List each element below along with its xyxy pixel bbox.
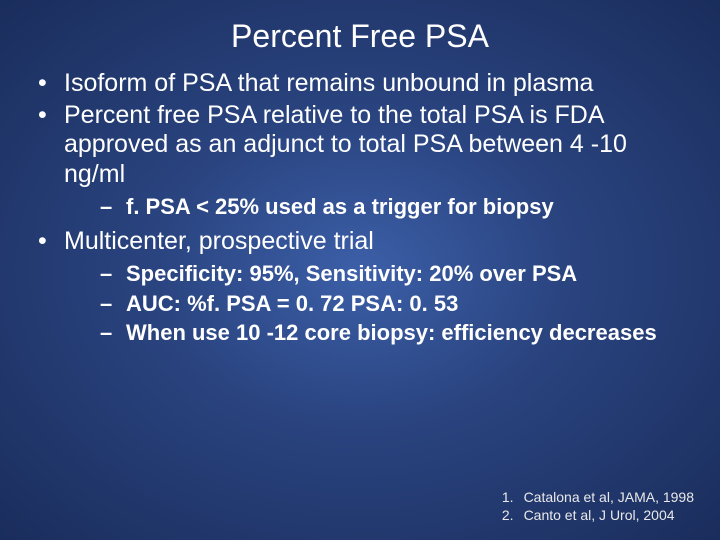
sub-bullet-list: f. PSA < 25% used as a trigger for biops… — [64, 193, 690, 221]
sub-bullet-item: When use 10 -12 core biopsy: efficiency … — [64, 319, 690, 347]
bullet-item: Percent free PSA relative to the total P… — [30, 101, 690, 221]
bullet-list: Isoform of PSA that remains unbound in p… — [30, 69, 690, 347]
bullet-text: Multicenter, prospective trial — [64, 227, 374, 255]
bullet-item: Multicenter, prospective trial Specifici… — [30, 227, 690, 347]
sub-bullet-item: Specificity: 95%, Sensitivity: 20% over … — [64, 260, 690, 288]
references: 1. Catalona et al, JAMA, 1998 2. Canto e… — [498, 488, 694, 524]
reference-text: Catalona et al, JAMA, 1998 — [524, 488, 694, 506]
reference-item: 2. Canto et al, J Urol, 2004 — [498, 506, 694, 524]
reference-text: Canto et al, J Urol, 2004 — [524, 506, 675, 524]
sub-bullet-item: AUC: %f. PSA = 0. 72 PSA: 0. 53 — [64, 290, 690, 318]
reference-item: 1. Catalona et al, JAMA, 1998 — [498, 488, 694, 506]
reference-number: 1. — [498, 488, 514, 506]
sub-bullet-item: f. PSA < 25% used as a trigger for biops… — [64, 193, 690, 221]
slide-title: Percent Free PSA — [30, 18, 690, 55]
bullet-item: Isoform of PSA that remains unbound in p… — [30, 69, 690, 99]
bullet-text: Percent free PSA relative to the total P… — [64, 101, 627, 188]
reference-number: 2. — [498, 506, 514, 524]
sub-bullet-list: Specificity: 95%, Sensitivity: 20% over … — [64, 260, 690, 347]
